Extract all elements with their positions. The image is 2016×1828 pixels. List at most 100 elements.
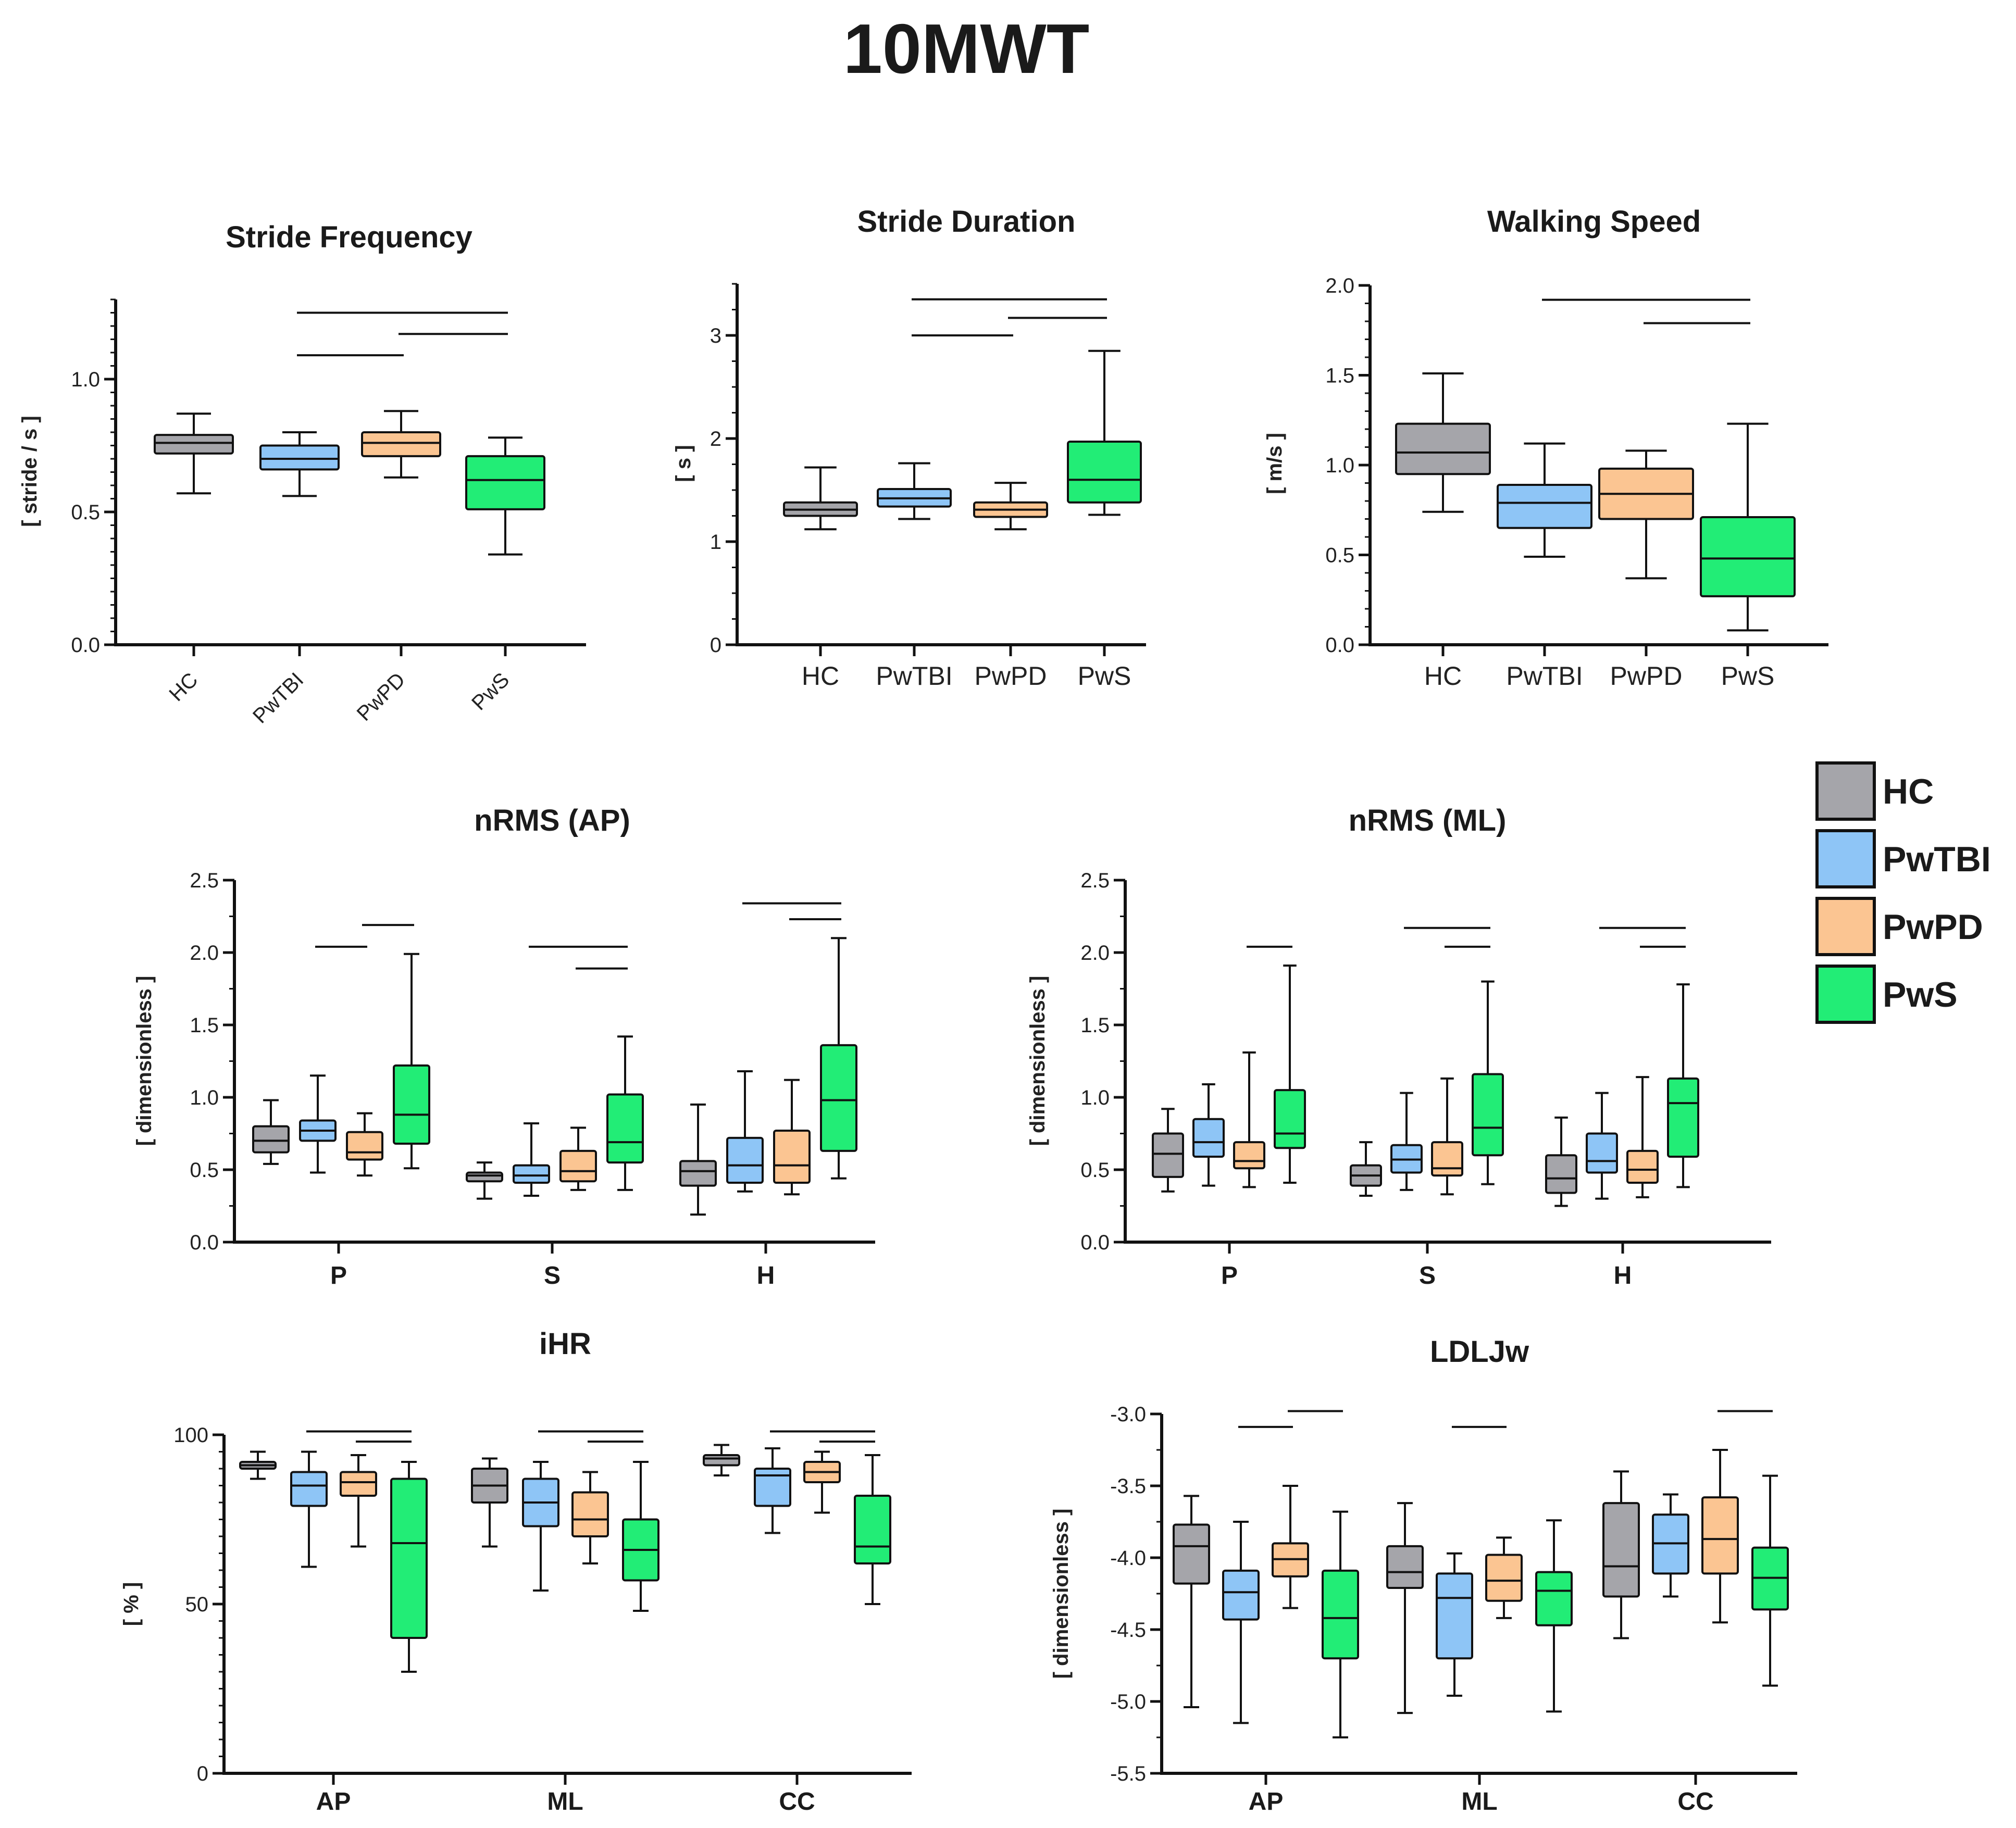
panel-nrms-ap: nRMS (AP) [ dimensionless ] 0.0 0.5 1.0 1.5 2.… bbox=[133, 804, 875, 1289]
x-tick-label: H bbox=[1614, 1262, 1632, 1289]
y-tick-label: 2 bbox=[710, 428, 721, 450]
y-axis-label: [ dimensionless ] bbox=[1050, 1509, 1073, 1679]
legend: HC PwTBI PwPD PwS bbox=[1815, 761, 1991, 1024]
y-tick-label: 2.0 bbox=[1080, 942, 1110, 965]
figure-title: 10MWT bbox=[843, 9, 1090, 88]
box-HC bbox=[1602, 1502, 1640, 1598]
x-tick-label: AP bbox=[1249, 1788, 1284, 1816]
y-tick-label: -4.5 bbox=[1110, 1619, 1146, 1642]
box-HC bbox=[703, 1454, 740, 1467]
y-axis-label: [ dimensionless ] bbox=[133, 976, 156, 1146]
legend-swatch-PwS bbox=[1815, 965, 1876, 1024]
x-tick-label: PwTBI bbox=[248, 668, 308, 728]
x-tick-label: PwS bbox=[1078, 661, 1131, 691]
x-tick-label: HC bbox=[1424, 661, 1462, 691]
legend-label-HC: HC bbox=[1883, 772, 1934, 811]
y-tick-label: 0 bbox=[197, 1762, 208, 1785]
box-PwTBI bbox=[290, 1471, 328, 1507]
chart-title: iHR bbox=[539, 1327, 591, 1361]
box-HC bbox=[1395, 422, 1491, 475]
y-tick-label: 0.0 bbox=[1080, 1231, 1110, 1254]
box-PwTBI bbox=[1497, 483, 1592, 529]
box-PwS bbox=[1067, 440, 1142, 504]
y-tick-label: -5.5 bbox=[1110, 1762, 1146, 1785]
y-tick-label: 0.5 bbox=[1080, 1159, 1110, 1182]
box-PwPD bbox=[1431, 1141, 1463, 1177]
box-PwS bbox=[1472, 1073, 1504, 1157]
box-PwTBI bbox=[1586, 1132, 1618, 1174]
box-PwTBI bbox=[1436, 1572, 1473, 1660]
x-tick-label: PwTBI bbox=[1506, 661, 1583, 691]
y-tick-label: 1.0 bbox=[190, 1086, 219, 1109]
y-tick-label: 3 bbox=[710, 324, 721, 347]
box-PwS bbox=[820, 1044, 857, 1152]
legend-label-PwPD: PwPD bbox=[1883, 907, 1983, 947]
x-tick-label: PwTBI bbox=[876, 661, 952, 691]
box-PwPD bbox=[1626, 1149, 1659, 1184]
y-tick-label: 1.0 bbox=[71, 368, 100, 391]
x-tick-label: HC bbox=[802, 661, 839, 691]
y-tick-label: 0.5 bbox=[71, 501, 100, 524]
y-tick-label: 1.5 bbox=[1325, 365, 1354, 387]
chart-title: Stride Frequency bbox=[226, 220, 472, 254]
box-HC bbox=[1173, 1523, 1210, 1585]
box-PwPD bbox=[361, 431, 441, 457]
chart-title: Walking Speed bbox=[1487, 205, 1701, 239]
x-tick-label: ML bbox=[547, 1788, 583, 1816]
box-PwS bbox=[390, 1478, 428, 1639]
y-tick-label: 0.5 bbox=[1325, 544, 1354, 567]
x-tick-label: H bbox=[757, 1262, 775, 1289]
panel-ihr: iHR [ % ] 0 50 100 AP ML CC bbox=[120, 1327, 912, 1816]
y-tick-label: 2.0 bbox=[190, 942, 219, 965]
box-PwS bbox=[465, 455, 545, 510]
y-axis-label: [ s ] bbox=[672, 445, 695, 482]
panel-ldljw: LDLJw [ dimensionless ] -5.5 -5.0 -4.5 -4.0 -3… bbox=[1050, 1335, 1797, 1816]
y-tick-label: 2.5 bbox=[190, 869, 219, 892]
y-axis-label: [ dimensionless ] bbox=[1026, 976, 1049, 1146]
chart-title: LDLJw bbox=[1430, 1335, 1529, 1369]
box-HC bbox=[154, 434, 234, 455]
chart-title: nRMS (ML) bbox=[1349, 804, 1507, 837]
x-tick-label: CC bbox=[1677, 1788, 1713, 1816]
x-tick-label: HC bbox=[165, 668, 202, 706]
panel-walking-speed: Walking Speed [ m/s ] 0.0 0.5 1.0 1.5 2.0 HC PwT… bbox=[1263, 205, 1828, 691]
x-tick-label: PwS bbox=[1721, 661, 1775, 691]
x-tick-label: PwPD bbox=[353, 668, 410, 725]
y-tick-label: 0.0 bbox=[190, 1231, 219, 1254]
legend-swatch-HC bbox=[1815, 761, 1876, 821]
box-PwPD bbox=[773, 1129, 811, 1184]
panel-nrms-ml: nRMS (ML) [ dimensionless ] 0.0 0.5 1.0 1.5 2.… bbox=[1026, 804, 1771, 1289]
box-PwS bbox=[1322, 1569, 1359, 1660]
box-HC bbox=[466, 1171, 503, 1183]
y-tick-label: 2.5 bbox=[1080, 869, 1110, 892]
box-PwS bbox=[854, 1495, 891, 1564]
box-PwTBI bbox=[1192, 1118, 1225, 1158]
y-tick-label: 1.0 bbox=[1325, 454, 1354, 477]
x-tick-label: S bbox=[544, 1262, 561, 1289]
y-tick-label: 1.5 bbox=[190, 1014, 219, 1037]
y-tick-label: 100 bbox=[173, 1424, 208, 1447]
box-PwS bbox=[606, 1093, 644, 1164]
box-HC bbox=[1545, 1154, 1577, 1194]
chart-title: Stride Duration bbox=[857, 205, 1076, 239]
y-axis-label: [ stride / s ] bbox=[18, 416, 41, 527]
box-PwTBI bbox=[1222, 1569, 1260, 1621]
x-tick-label: S bbox=[1419, 1262, 1436, 1289]
box-PwTBI bbox=[726, 1136, 764, 1184]
box-PwPD bbox=[1701, 1496, 1739, 1575]
y-tick-label: 0.5 bbox=[190, 1159, 219, 1182]
y-axis-label: [ m/s ] bbox=[1263, 433, 1286, 494]
y-tick-label: -3.0 bbox=[1110, 1403, 1146, 1426]
legend-swatch-PwTBI bbox=[1815, 829, 1876, 888]
box-PwS bbox=[1535, 1571, 1573, 1626]
legend-swatch-PwPD bbox=[1815, 897, 1876, 956]
box-HC bbox=[679, 1160, 717, 1187]
x-tick-label: AP bbox=[316, 1788, 351, 1816]
box-PwTBI bbox=[754, 1468, 791, 1507]
x-tick-label: PwPD bbox=[975, 661, 1047, 691]
x-tick-label: CC bbox=[779, 1788, 815, 1816]
x-tick-label: P bbox=[330, 1262, 347, 1289]
y-axis-label: [ % ] bbox=[120, 1582, 143, 1626]
y-tick-label: -3.5 bbox=[1110, 1475, 1146, 1498]
panel-stride-duration: Stride Duration [ s ] 0 1 2 3 HC PwTBI PwPD PwS bbox=[672, 205, 1146, 691]
